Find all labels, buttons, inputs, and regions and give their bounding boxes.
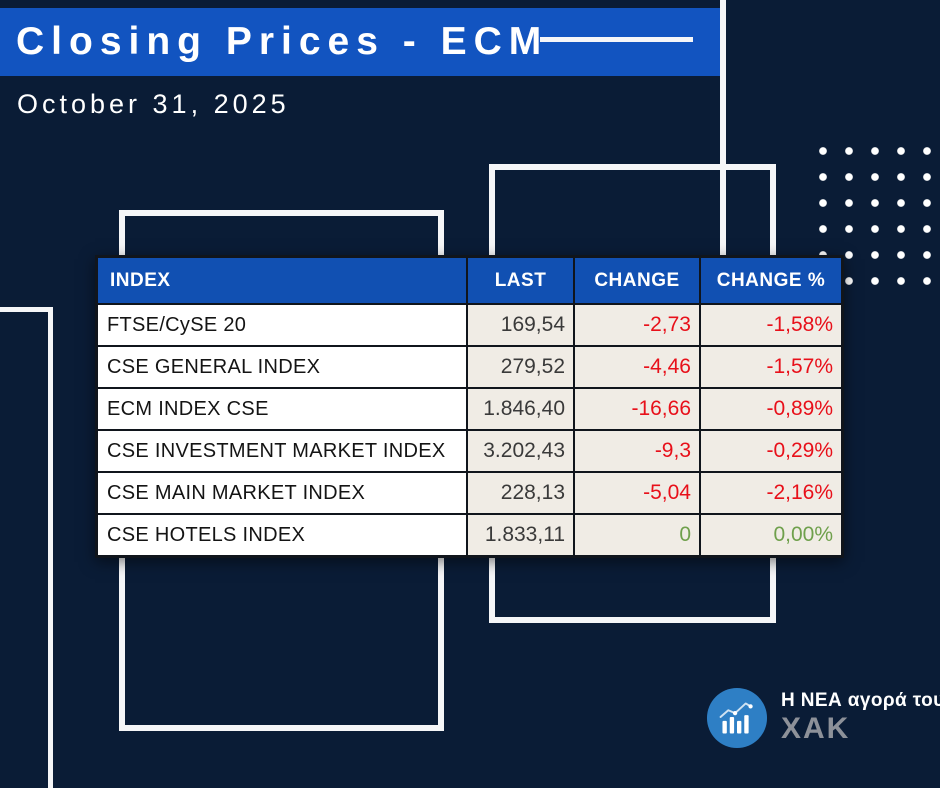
decorative-rectangle-corner	[0, 307, 53, 788]
change-value: -2,73	[575, 305, 699, 345]
xak-logo: Η ΝΕΑ αγορά του ΧΑΚ	[706, 687, 940, 749]
closing-prices-table: INDEX LAST CHANGE CHANGE % FTSE/CySE 20 …	[95, 255, 844, 558]
change-pct-value: -0,89%	[701, 389, 841, 429]
title-band: Closing Prices - ECM	[0, 8, 721, 76]
last-value: 169,54	[468, 305, 573, 345]
vertical-divider-line	[720, 0, 726, 256]
column-header-index: INDEX	[98, 258, 466, 303]
change-pct-value: -1,57%	[701, 347, 841, 387]
change-pct-value: -2,16%	[701, 473, 841, 513]
last-value: 279,52	[468, 347, 573, 387]
index-name: ECM INDEX CSE	[98, 389, 466, 429]
last-value: 3.202,43	[468, 431, 573, 471]
column-header-last: LAST	[468, 258, 573, 303]
index-name: CSE INVESTMENT MARKET INDEX	[98, 431, 466, 471]
bar-chart-icon	[706, 687, 768, 749]
index-name: CSE GENERAL INDEX	[98, 347, 466, 387]
last-value: 1.846,40	[468, 389, 573, 429]
change-value: -9,3	[575, 431, 699, 471]
logo-name: ΧΑΚ	[781, 712, 851, 746]
logo-tagline: Η ΝΕΑ αγορά του	[781, 690, 940, 712]
change-pct-value: 0,00%	[701, 515, 841, 555]
report-date: October 31, 2025	[17, 89, 290, 119]
index-name: FTSE/CySE 20	[98, 305, 466, 345]
column-header-change-pct: CHANGE %	[701, 258, 841, 303]
change-value: -16,66	[575, 389, 699, 429]
change-pct-value: -0,29%	[701, 431, 841, 471]
last-value: 228,13	[468, 473, 573, 513]
logo-text: Η ΝΕΑ αγορά του ΧΑΚ	[781, 691, 940, 744]
column-header-change: CHANGE	[575, 258, 699, 303]
change-value: -4,46	[575, 347, 699, 387]
change-value: -5,04	[575, 473, 699, 513]
change-pct-value: -1,58%	[701, 305, 841, 345]
page-title: Closing Prices - ECM	[16, 20, 549, 63]
index-name: CSE MAIN MARKET INDEX	[98, 473, 466, 513]
last-value: 1.833,11	[468, 515, 573, 555]
title-rule-line	[540, 37, 693, 42]
change-value: 0	[575, 515, 699, 555]
index-name: CSE HOTELS INDEX	[98, 515, 466, 555]
